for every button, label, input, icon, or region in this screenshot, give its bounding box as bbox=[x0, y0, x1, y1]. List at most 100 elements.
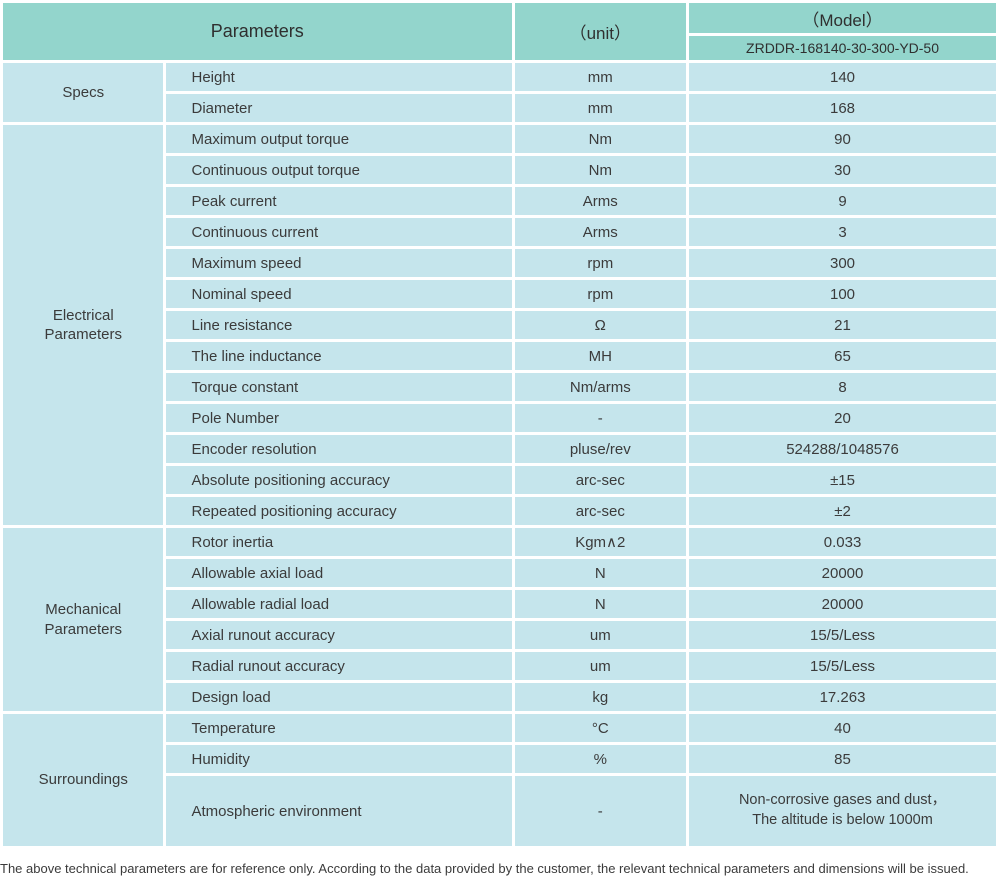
param-cell: Allowable radial load bbox=[166, 590, 512, 618]
param-cell: Continuous output torque bbox=[166, 156, 512, 184]
table-row: Diameter mm 168 bbox=[3, 94, 996, 122]
unit-cell: - bbox=[514, 776, 687, 846]
value-cell: 168 bbox=[689, 94, 996, 122]
value-cell: ±15 bbox=[689, 466, 996, 494]
param-cell: Peak current bbox=[166, 187, 512, 215]
unit-cell: mm bbox=[514, 94, 687, 122]
unit-cell: Arms bbox=[514, 187, 687, 215]
value-cell: 20000 bbox=[689, 590, 996, 618]
table-row: Allowable axial load N 20000 bbox=[3, 559, 996, 587]
value-cell: 9 bbox=[689, 187, 996, 215]
param-cell: Humidity bbox=[166, 745, 512, 773]
value-cell: 300 bbox=[689, 249, 996, 277]
param-cell: The line inductance bbox=[166, 342, 512, 370]
table-row: Maximum speed rpm 300 bbox=[3, 249, 996, 277]
unit-cell: um bbox=[514, 621, 687, 649]
param-cell: Continuous current bbox=[166, 218, 512, 246]
value-cell: 20 bbox=[689, 404, 996, 432]
param-cell: Torque constant bbox=[166, 373, 512, 401]
table-row: Specs Height mm 140 bbox=[3, 63, 996, 122]
table-row: Allowable radial load N 20000 bbox=[3, 590, 996, 618]
unit-cell: - bbox=[514, 404, 687, 432]
unit-cell: °C bbox=[514, 714, 687, 742]
unit-cell: Nm bbox=[514, 125, 687, 153]
param-cell: Temperature bbox=[166, 714, 512, 742]
unit-cell: arc-sec bbox=[514, 497, 687, 525]
table-row: Electrical Parameters Maximum output tor… bbox=[3, 125, 996, 525]
unit-cell: N bbox=[514, 559, 687, 587]
motor-spec-table: Parameters （unit） （Model） ZRDDR-168140-3… bbox=[3, 3, 996, 846]
table-row: Design load kg 17.263 bbox=[3, 683, 996, 711]
value-line-2: The altitude is below 1000m bbox=[752, 812, 933, 828]
table-row: Atmospheric environment - Non-corrosive … bbox=[3, 776, 996, 846]
param-cell: Diameter bbox=[166, 94, 512, 122]
param-cell: Maximum output torque bbox=[166, 125, 512, 153]
table-row: Repeated positioning accuracy arc-sec ±2 bbox=[3, 497, 996, 525]
header-parameters: Parameters bbox=[3, 3, 512, 60]
unit-cell: mm bbox=[514, 63, 687, 91]
header-row-1: Parameters （unit） （Model） bbox=[3, 3, 996, 60]
unit-cell: arc-sec bbox=[514, 466, 687, 494]
table-row: Nominal speed rpm 100 bbox=[3, 280, 996, 308]
table-row: Torque constant Nm/arms 8 bbox=[3, 373, 996, 401]
param-cell: Pole Number bbox=[166, 404, 512, 432]
table-row: Radial runout accuracy um 15/5/Less bbox=[3, 652, 996, 680]
table-row: Humidity % 85 bbox=[3, 745, 996, 773]
table-row: Peak current Arms 9 bbox=[3, 187, 996, 215]
value-cell: 100 bbox=[689, 280, 996, 308]
param-cell: Design load bbox=[166, 683, 512, 711]
param-cell: Maximum speed bbox=[166, 249, 512, 277]
unit-cell: kg bbox=[514, 683, 687, 711]
unit-cell: rpm bbox=[514, 280, 687, 308]
group-label-electrical: Electrical Parameters bbox=[3, 125, 164, 525]
value-cell: 15/5/Less bbox=[689, 652, 996, 680]
unit-cell: Ω bbox=[514, 311, 687, 339]
param-cell: Nominal speed bbox=[166, 280, 512, 308]
value-cell: 65 bbox=[689, 342, 996, 370]
unit-cell: rpm bbox=[514, 249, 687, 277]
unit-cell: Arms bbox=[514, 218, 687, 246]
value-cell: ±2 bbox=[689, 497, 996, 525]
unit-cell: MH bbox=[514, 342, 687, 370]
unit-cell: N bbox=[514, 590, 687, 618]
value-cell: 20000 bbox=[689, 559, 996, 587]
unit-cell: um bbox=[514, 652, 687, 680]
value-cell: 90 bbox=[689, 125, 996, 153]
unit-cell: Kgm∧2 bbox=[514, 528, 687, 556]
value-cell: 8 bbox=[689, 373, 996, 401]
value-cell: 524288/1048576 bbox=[689, 435, 996, 463]
table-row: Continuous output torque Nm 30 bbox=[3, 156, 996, 184]
param-cell: Line resistance bbox=[166, 311, 512, 339]
value-cell: 30 bbox=[689, 156, 996, 184]
table-row: Absolute positioning accuracy arc-sec ±1… bbox=[3, 466, 996, 494]
param-cell: Radial runout accuracy bbox=[166, 652, 512, 680]
param-cell: Rotor inertia bbox=[166, 528, 512, 556]
unit-cell: Nm/arms bbox=[514, 373, 687, 401]
param-cell: Atmospheric environment bbox=[166, 776, 512, 846]
param-cell: Repeated positioning accuracy bbox=[166, 497, 512, 525]
value-cell: 140 bbox=[689, 63, 996, 91]
value-line-1: Non-corrosive gases and dust， bbox=[738, 792, 947, 809]
value-cell: 40 bbox=[689, 714, 996, 742]
table-row: Continuous current Arms 3 bbox=[3, 218, 996, 246]
value-cell: 0.033 bbox=[689, 528, 996, 556]
group-label-specs: Specs bbox=[3, 63, 164, 122]
param-cell: Encoder resolution bbox=[166, 435, 512, 463]
value-cell: 15/5/Less bbox=[689, 621, 996, 649]
table-row: Surroundings Temperature °C 40 bbox=[3, 714, 996, 846]
table-row: Axial runout accuracy um 15/5/Less bbox=[3, 621, 996, 649]
table-row: Mechanical Parameters Rotor inertia Kgm∧… bbox=[3, 528, 996, 711]
header-unit: （unit） bbox=[514, 3, 687, 60]
table-row: The line inductance MH 65 bbox=[3, 342, 996, 370]
group-label-surroundings: Surroundings bbox=[3, 714, 164, 846]
unit-cell: % bbox=[514, 745, 687, 773]
value-cell: Non-corrosive gases and dust， The altitu… bbox=[689, 776, 996, 846]
param-cell: Absolute positioning accuracy bbox=[166, 466, 512, 494]
value-cell: 85 bbox=[689, 745, 996, 773]
header-model: （Model） bbox=[689, 3, 996, 33]
value-cell: 17.263 bbox=[689, 683, 996, 711]
unit-cell: pluse/rev bbox=[514, 435, 687, 463]
unit-cell: Nm bbox=[514, 156, 687, 184]
param-cell: Allowable axial load bbox=[166, 559, 512, 587]
